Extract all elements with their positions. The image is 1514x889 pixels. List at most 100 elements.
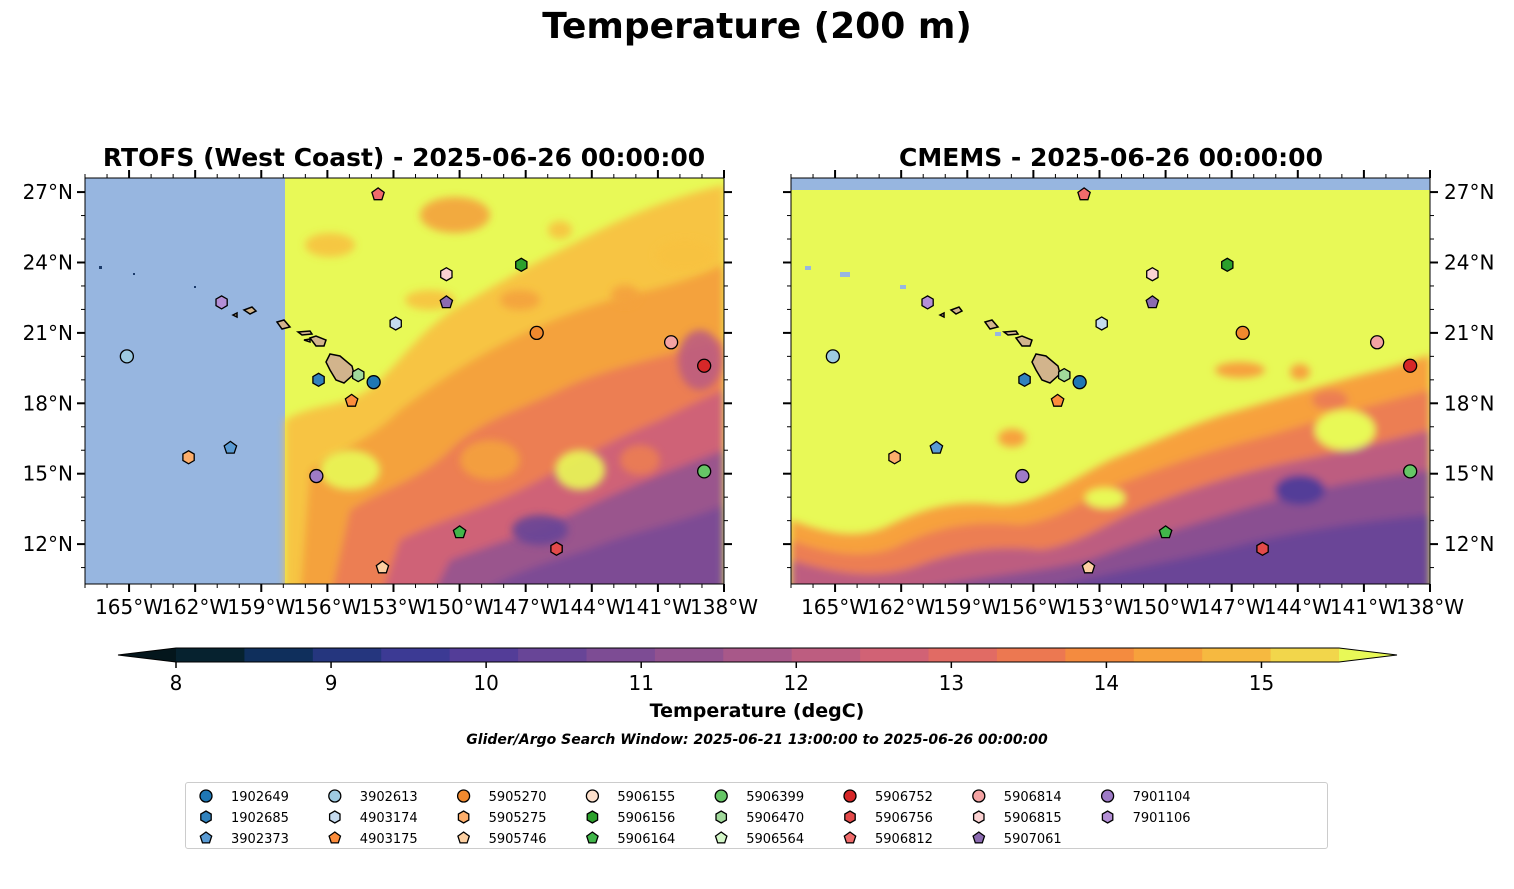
- legend-marker-5905746[interactable]: [457, 831, 471, 844]
- temperature-field: [285, 178, 724, 584]
- legend-label: 7901104: [1133, 790, 1191, 805]
- float-marker-5906756[interactable]: [1256, 541, 1269, 557]
- colorbar-tick-label: 11: [628, 671, 653, 695]
- legend-marker-5906155[interactable]: [585, 789, 600, 803]
- legend-marker-5905270[interactable]: [456, 789, 471, 803]
- lat-tick-label: 12°N: [1444, 532, 1494, 556]
- float-marker-3902373[interactable]: [929, 440, 944, 454]
- float-marker-3902613[interactable]: [119, 349, 135, 364]
- legend-marker-4903175[interactable]: [328, 831, 342, 844]
- float-marker-5906814[interactable]: [1369, 335, 1385, 350]
- float-marker-4903175[interactable]: [1050, 393, 1065, 407]
- lon-tick-label: 153°W: [360, 595, 428, 619]
- colorbar-over-arrow: [1339, 648, 1397, 662]
- float-marker-5906815[interactable]: [1146, 266, 1159, 282]
- lon-tick-label: 150°W: [1132, 595, 1200, 619]
- legend-marker-1902685[interactable]: [200, 810, 212, 824]
- legend-marker-5907061[interactable]: [972, 831, 986, 844]
- nw-islets: [99, 266, 196, 288]
- lon-tick-label: 138°W: [690, 595, 758, 619]
- colorbar-segment: [518, 648, 587, 662]
- legend-marker-5906756[interactable]: [844, 810, 856, 824]
- legend: 1902649 1902685 3902373 3902613 4903174 49031…: [185, 782, 1328, 849]
- lat-tick-label: 27°N: [23, 180, 73, 204]
- float-marker-7901104[interactable]: [1015, 468, 1030, 484]
- legend-marker-5906156[interactable]: [586, 810, 599, 824]
- colorbar-segment: [1270, 648, 1340, 662]
- legend-marker-5906815[interactable]: [972, 810, 985, 824]
- float-marker-7901106[interactable]: [921, 295, 934, 310]
- legend-marker-7901104[interactable]: [1100, 789, 1115, 803]
- float-marker-5906470[interactable]: [1057, 367, 1071, 383]
- float-markers-cmems[interactable]: [825, 187, 1418, 574]
- colorbar-segment: [381, 648, 451, 662]
- float-marker-3902613[interactable]: [825, 349, 841, 364]
- figure-title: Temperature (200 m): [542, 6, 972, 47]
- legend-label: 5906815: [1004, 811, 1062, 826]
- legend-label: 1902649: [231, 790, 289, 805]
- float-marker-5905746[interactable]: [1081, 560, 1096, 574]
- colorbar-segment: [1133, 648, 1203, 662]
- map-panel-rtofs[interactable]: [85, 178, 724, 600]
- float-marker-5906164[interactable]: [1158, 525, 1173, 539]
- float-marker-5906164[interactable]: [452, 525, 467, 539]
- colorbar-tick-label: 8: [170, 671, 183, 695]
- legend-marker-5905275[interactable]: [457, 810, 470, 824]
- float-marker-5905270[interactable]: [1235, 325, 1250, 341]
- legend-marker-5906812[interactable]: [843, 831, 857, 844]
- legend-marker-3902613[interactable]: [328, 789, 342, 803]
- float-marker-1902649[interactable]: [366, 375, 381, 390]
- legend-marker-3902373[interactable]: [199, 831, 213, 844]
- float-marker-5905275[interactable]: [888, 450, 901, 465]
- float-marker-5906812[interactable]: [1077, 187, 1091, 201]
- float-marker-4903175[interactable]: [344, 393, 359, 407]
- float-marker-5906815[interactable]: [440, 266, 453, 282]
- legend-marker-4903174[interactable]: [328, 810, 341, 824]
- lat-tick-label: 15°N: [23, 462, 73, 486]
- float-marker-5906470[interactable]: [351, 367, 365, 383]
- float-marker-1902649[interactable]: [1072, 375, 1087, 390]
- float-marker-7901106[interactable]: [215, 295, 228, 310]
- map-panel-cmems[interactable]: [791, 178, 1430, 600]
- float-marker-5906156[interactable]: [1221, 257, 1234, 273]
- float-marker-5906399[interactable]: [697, 464, 712, 479]
- panel-title-rtofs: RTOFS (West Coast) - 2025-06-26 00:00:00: [102, 143, 706, 172]
- float-marker-5906156[interactable]: [515, 257, 528, 273]
- float-marker-1902685[interactable]: [1018, 372, 1031, 388]
- float-marker-1902685[interactable]: [312, 372, 325, 388]
- colorbar-tick-label: 13: [939, 671, 964, 695]
- legend-marker-5906564[interactable]: [714, 831, 728, 844]
- float-marker-5906752[interactable]: [1403, 358, 1418, 373]
- float-marker-5906399[interactable]: [1403, 464, 1418, 479]
- float-marker-5907061[interactable]: [439, 295, 454, 309]
- colorbar-segment: [312, 648, 382, 662]
- lon-tick-label: 162°W: [867, 595, 935, 619]
- legend-marker-5906399[interactable]: [714, 789, 728, 803]
- float-marker-4903174[interactable]: [1095, 316, 1108, 331]
- no-data-region: [791, 178, 1430, 190]
- float-marker-5906814[interactable]: [663, 335, 679, 350]
- legend-marker-5906814[interactable]: [972, 789, 986, 803]
- legend-marker-7901106[interactable]: [1101, 810, 1114, 824]
- float-markers-rtofs[interactable]: [119, 187, 712, 574]
- legend-marker-5906164[interactable]: [585, 831, 599, 844]
- legend-marker-5906470[interactable]: [715, 810, 728, 824]
- float-marker-5906812[interactable]: [371, 187, 385, 201]
- lon-tick-label: 138°W: [1396, 595, 1464, 619]
- float-marker-5905275[interactable]: [182, 450, 195, 465]
- float-marker-4903174[interactable]: [389, 316, 402, 331]
- float-marker-7901104[interactable]: [309, 468, 324, 484]
- colorbar-segment: [586, 648, 656, 662]
- lat-tick-label: 24°N: [23, 250, 73, 274]
- float-marker-5905746[interactable]: [375, 560, 390, 574]
- float-marker-5905270[interactable]: [529, 325, 544, 341]
- float-marker-5906756[interactable]: [550, 541, 563, 557]
- legend-label: 3902613: [360, 790, 418, 805]
- legend-marker-1902649[interactable]: [199, 789, 213, 803]
- legend-marker-5906752[interactable]: [843, 789, 857, 803]
- float-marker-5906752[interactable]: [697, 358, 712, 373]
- float-marker-3902373[interactable]: [223, 440, 238, 454]
- nw-islets: [805, 266, 1001, 336]
- float-marker-5907061[interactable]: [1145, 295, 1160, 309]
- lat-tick-label: 12°N: [23, 532, 73, 556]
